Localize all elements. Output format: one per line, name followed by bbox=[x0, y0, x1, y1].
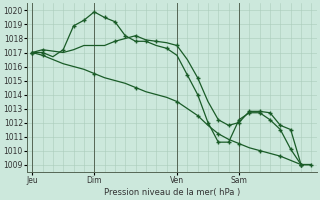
X-axis label: Pression niveau de la mer( hPa ): Pression niveau de la mer( hPa ) bbox=[104, 188, 240, 197]
